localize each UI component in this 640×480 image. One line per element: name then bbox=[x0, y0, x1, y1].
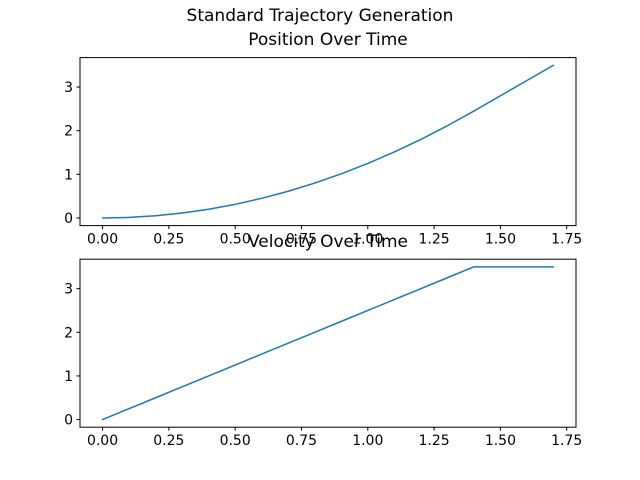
position-line bbox=[101, 64, 555, 219]
y-tick-label: 2 bbox=[64, 124, 73, 140]
x-tick-label: 0.50 bbox=[220, 232, 251, 248]
x-tick-label: 0.75 bbox=[286, 232, 317, 248]
x-tick-label: 1.50 bbox=[485, 232, 516, 248]
x-tick-label: 0.75 bbox=[286, 433, 317, 449]
x-tick-label: 1.25 bbox=[419, 433, 450, 449]
x-tick-label: 0.50 bbox=[220, 433, 251, 449]
subplot-velocity: 0.00 0.25 0.50 0.75 1.00 1.25 1.50 1.75 0 1 2 3 bbox=[64, 258, 582, 449]
x-tick-label: 0.00 bbox=[87, 433, 118, 449]
y-tick-label: 0 bbox=[64, 211, 73, 227]
velocity-subplot-title: Velocity Over Time bbox=[248, 232, 408, 252]
y-tick-label: 3 bbox=[64, 80, 73, 96]
x-tick-label: 1.75 bbox=[551, 433, 582, 449]
x-tick-label: 1.00 bbox=[352, 433, 383, 449]
x-tick-label: 0.25 bbox=[153, 232, 184, 248]
subplot-position: 0.00 0.25 0.50 0.75 1.00 1.25 1.50 1.75 0 1 2 3 bbox=[64, 57, 582, 248]
axes-spines bbox=[79, 258, 577, 428]
y-tick-label: 1 bbox=[64, 167, 73, 183]
x-tick-label: 1.00 bbox=[352, 232, 383, 248]
y-tick-label: 0 bbox=[64, 413, 73, 429]
y-tick-label: 3 bbox=[64, 282, 73, 298]
velocity-line bbox=[101, 266, 555, 421]
x-tick-label: 1.25 bbox=[419, 232, 450, 248]
axes-spines bbox=[79, 57, 577, 227]
x-tick-label: 0.00 bbox=[87, 232, 118, 248]
figure-suptitle: Standard Trajectory Generation bbox=[186, 6, 454, 26]
position-subplot-title: Position Over Time bbox=[248, 30, 408, 50]
x-tick-label: 1.75 bbox=[551, 232, 582, 248]
y-tick-label: 1 bbox=[64, 369, 73, 385]
x-tick-label: 1.50 bbox=[485, 433, 516, 449]
x-tick-label: 0.25 bbox=[153, 433, 184, 449]
y-tick-label: 2 bbox=[64, 325, 73, 341]
